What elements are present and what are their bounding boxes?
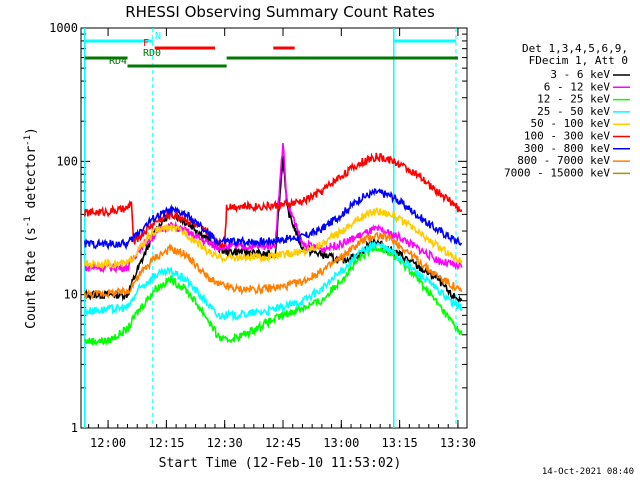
series-line-5 (84, 152, 463, 249)
legend-label-4: 50 - 100 keV (531, 117, 611, 130)
series-line-3 (84, 240, 463, 322)
y-axis-label: Count Rate (s-1 detector-1) (23, 127, 39, 329)
x-tick-label: 13:00 (323, 436, 359, 450)
legend-label-1: 6 - 12 keV (544, 80, 611, 93)
legend-label-0: 3 - 6 keV (550, 68, 610, 81)
y-axis-label-mid: detector (24, 146, 39, 217)
legend-label-8: 7000 - 15000 keV (504, 166, 610, 179)
series-line-4 (84, 207, 463, 271)
y-axis-label-suffix: ) (24, 127, 39, 135)
y-axis-label-sup2: -1 (23, 135, 33, 146)
legend-label-7: 800 - 7000 keV (517, 154, 610, 167)
legend-label-3: 25 - 50 keV (537, 105, 610, 118)
legend-header-line2: FDecim 1, Att 0 (529, 54, 628, 67)
timestamp-label: 14-Oct-2021 08:40 (542, 467, 634, 477)
legend-label-5: 100 - 300 keV (524, 130, 610, 143)
legend-label-6: 300 - 800 keV (524, 142, 610, 155)
x-tick-label: 12:45 (265, 436, 301, 450)
state-bar-label-rd0: RD0 (143, 48, 161, 59)
legend-header-line1: Det 1,3,4,5,6,9, (522, 42, 628, 55)
state-bar-label-rd4: RD4 (109, 56, 127, 67)
x-tick-label: 13:30 (440, 436, 476, 450)
series-line-0 (84, 155, 463, 304)
y-tick-label: 1 (71, 421, 78, 435)
plot-frame (80, 27, 468, 429)
series-line-7 (84, 231, 463, 300)
y-tick-label: 100 (56, 154, 78, 168)
chart-title: RHESSI Observing Summary Count Rates (125, 3, 435, 21)
y-tick-label: 10 (64, 288, 78, 302)
x-tick-label: 13:15 (382, 436, 418, 450)
series-line-6 (84, 188, 463, 251)
legend-label-2: 12 - 25 keV (537, 93, 610, 106)
state-bar-label-n: N (155, 31, 161, 42)
y-axis-label-sup1: -1 (23, 216, 33, 227)
state-bar-label-f: F (143, 38, 149, 49)
axis-ticks: 12:00 12:15 12:30 12:45 13:00 13:15 13:30 1 10 10… (49, 21, 476, 450)
legend: Det 1,3,4,5,6,9, FDecim 1, Att 0 3 - 6 k… (504, 42, 630, 179)
x-tick-label: 12:30 (207, 436, 243, 450)
x-tick-label: 12:00 (90, 436, 126, 450)
x-tick-label: 12:15 (148, 436, 184, 450)
x-axis-label: Start Time (12-Feb-10 11:53:02) (159, 456, 402, 471)
series-group (84, 142, 463, 346)
y-axis-label-prefix: Count Rate (s (24, 227, 39, 329)
y-tick-label: 1000 (49, 21, 78, 35)
